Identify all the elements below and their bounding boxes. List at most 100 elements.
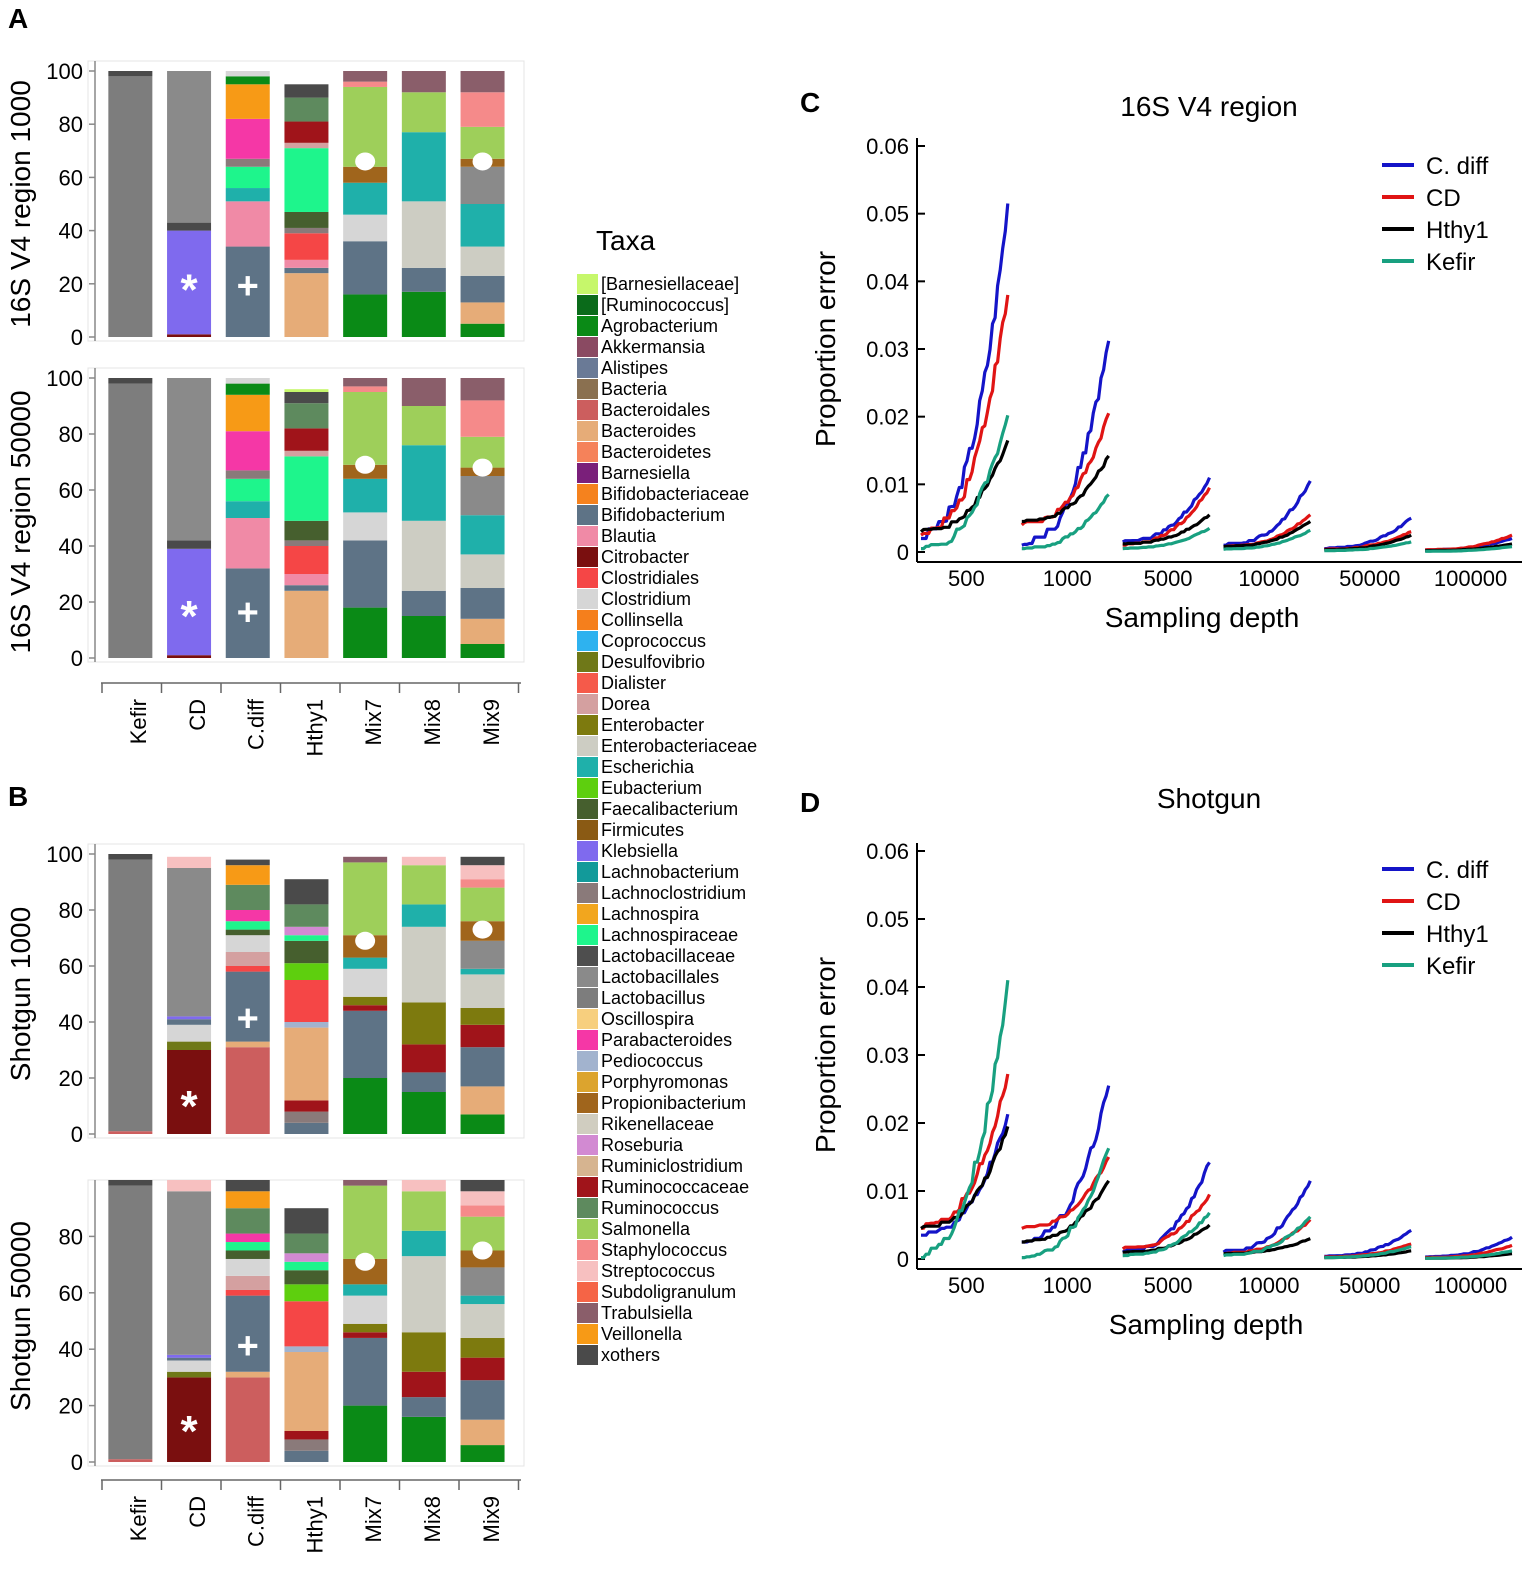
bar-segment-c-diff-bacteroides — [225, 1041, 270, 1048]
x-tick-label-hthy1: Hthy1 — [302, 1496, 327, 1553]
bar-segment-mix9-ruminococcaceae — [460, 1357, 505, 1381]
bar-segment-hthy1-ruminococcus — [284, 97, 329, 122]
legend-label-bifidobacteriaceae: Bifidobacteriaceae — [601, 484, 749, 504]
legend-label-subdoligranulum: Subdoligranulum — [601, 1282, 736, 1302]
marker-dot — [472, 920, 493, 939]
legend-swatch-parabacteroides — [577, 1030, 598, 1050]
bar-segment-mix7-agrobacterium — [343, 607, 388, 658]
legend-label-veillonella: Veillonella — [601, 1324, 683, 1344]
bar-segment-mix7-escherichia — [343, 957, 388, 969]
panel-label-b: B — [8, 781, 28, 812]
series-line-kefir-50000 — [1324, 1245, 1412, 1260]
marker-plus: + — [237, 998, 259, 1040]
bar-segment-c-diff-dorea — [225, 1275, 270, 1290]
series-line-kefir-10000 — [1223, 528, 1311, 551]
legend-label-firmicutes: Firmicutes — [601, 820, 684, 840]
legend-label-desulfovibrio: Desulfovibrio — [601, 652, 705, 672]
y-tick-label: 80 — [59, 1224, 83, 1249]
y-axis-title: 16S V4 region 50000 — [5, 390, 36, 653]
legend-swatch-lachnospira — [577, 904, 598, 924]
bar-segment-c-diff-clostridium — [225, 935, 270, 952]
bar-segment-hthy1-pediococcus — [284, 1346, 329, 1353]
series-line-hthy1-5000 — [1122, 513, 1211, 546]
series-line-cd-5000 — [1121, 1193, 1211, 1251]
bar-segment-mix7-bifidobacterium — [343, 1337, 388, 1406]
x-tick-label-500: 500 — [948, 566, 985, 591]
bar-segment-c-diff-bifidobacterium — [225, 971, 270, 1042]
bar-segment-mix7-bifidobacterium — [343, 540, 388, 608]
bar-segment-hthy1-xothers — [284, 392, 329, 404]
legend-swatch-rikenellaceae — [577, 1114, 598, 1134]
bar-segment-cd-streptococcus — [167, 856, 212, 868]
bar-segment-mix7-staphylococcus — [343, 81, 388, 87]
series-line-c-diff-5000 — [1122, 476, 1211, 544]
series-line-c-diff-1000 — [1021, 340, 1111, 547]
x-tick-label-cd: CD — [185, 699, 210, 731]
series-line-hthy1-500 — [920, 1125, 1010, 1230]
y-tick-label: 40 — [59, 1010, 83, 1035]
bar-segment-hthy1-lachnospiraceae — [284, 456, 329, 521]
x-tick-label-kefir: Kefir — [126, 699, 151, 744]
x-tick-label-1000: 1000 — [1043, 1273, 1092, 1298]
bar-segment-hthy1-clostridiales — [284, 546, 329, 574]
y-axis-title: Shotgun 50000 — [5, 1221, 36, 1411]
bar-segment-c-diff-bifidobacterium — [225, 1295, 270, 1372]
bar-segment-hthy1-roseburia — [284, 926, 329, 936]
legend-label-ruminococcaceae: Ruminococcaceae — [601, 1177, 749, 1197]
legend-swatch-staphylococcus — [577, 1240, 598, 1260]
bar-segment-c-diff-parabacteroides — [225, 431, 270, 471]
series-line-c-diff-10000 — [1223, 480, 1312, 547]
bar-segment-c-diff-clostridium — [225, 1258, 270, 1276]
y-axis-title: Proportion error — [810, 251, 841, 447]
y-axis-title: Shotgun 1000 — [5, 907, 36, 1081]
legend-swatch-bacteroidales — [577, 400, 598, 420]
legend-label-streptococcus: Streptococcus — [601, 1261, 715, 1281]
bar-segment-mix9-ruminococcaceae — [460, 1024, 505, 1048]
marker-plus: + — [237, 265, 259, 307]
bar-segment-c-diff-xothers — [225, 1180, 270, 1192]
bar-segment-hthy1-ruminococcaceae — [284, 1430, 329, 1440]
bar-segment-hthy1-xothers — [284, 879, 329, 905]
bar-segment-mix7-bifidobacterium — [343, 241, 388, 295]
y-tick-label: 0.06 — [866, 134, 909, 159]
bar-segment-mix8-trabulsiella — [401, 378, 446, 406]
bar-segment-mix7-trabulsiella — [343, 856, 388, 863]
bar-segment-c-diff-clostridiales — [225, 966, 270, 972]
legend-swatch-ruminococcus — [577, 295, 598, 315]
bar-segment-mix7-salmonella — [343, 392, 388, 465]
x-tick-label-5000: 5000 — [1144, 566, 1193, 591]
bar-segment-cd-klebsiella — [167, 1016, 212, 1020]
bar-segment-hthy1-ruminococcaceae — [284, 428, 329, 451]
x-tick-label-mix9: Mix9 — [479, 699, 504, 745]
series-line-kefir-100000 — [1425, 1249, 1513, 1260]
bar-segment-mix9-salmonella — [460, 887, 505, 922]
bar-segment-cd-clostridium — [167, 1360, 212, 1372]
bar-segment-cd-lactobacillales — [167, 378, 212, 541]
legend-label-faecalibacterium: Faecalibacterium — [601, 799, 738, 819]
plot-frame — [87, 1179, 525, 1467]
legend-swatch-subdoligranulum — [577, 1282, 598, 1302]
series-line-cd-500 — [920, 294, 1010, 537]
legend-swatch-porphyromonas — [577, 1072, 598, 1092]
legend-swatch-desulfovibrio — [577, 652, 598, 672]
legend-label-xothers: xothers — [601, 1345, 660, 1365]
x-tick-label-c-diff: C.diff — [244, 698, 269, 750]
y-tick-label: 0 — [71, 646, 83, 671]
bar-segment-mix8-salmonella — [401, 865, 446, 905]
bar-segment-mix7-salmonella — [343, 1185, 388, 1259]
bar-segment-mix7-clostridium — [343, 1295, 388, 1324]
y-tick-label: 0.06 — [866, 839, 909, 864]
bar-segment-cd-lactobacillales — [167, 868, 212, 1017]
bar-segment-cd-citrobacter — [167, 1377, 212, 1462]
bar-segment-mix8-ruminococcaceae — [401, 1044, 446, 1073]
bar-segment-mix7-escherichia — [343, 478, 388, 513]
legend-swatch-citrobacter — [577, 547, 598, 567]
bar-segment-hthy1-bifidobacterium — [284, 1450, 329, 1462]
series-line-c-diff-5000 — [1122, 1161, 1211, 1254]
bar-segment-c-diff-faecalibacterium — [225, 1250, 270, 1259]
legend-swatch-blautia — [577, 526, 598, 546]
legend-swatch-lachnoclostridium — [577, 883, 598, 903]
y-tick-label: 60 — [59, 478, 83, 503]
legend-swatch-lactobacillaceae — [577, 946, 598, 966]
bar-segment-mix9-staphylococcus — [460, 1205, 505, 1217]
